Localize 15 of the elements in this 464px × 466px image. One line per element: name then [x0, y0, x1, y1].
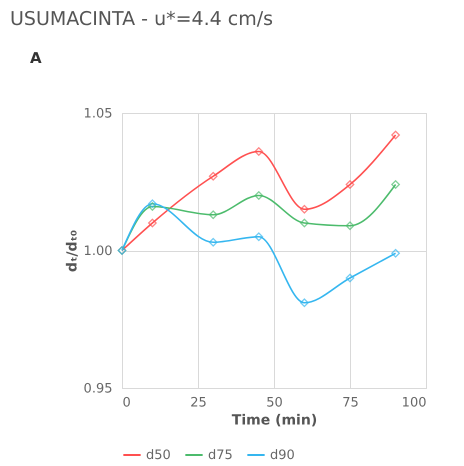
- x-tick-label: 100: [402, 396, 426, 410]
- legend-label: d90: [270, 448, 295, 463]
- legend-label: d75: [208, 448, 233, 463]
- chart-title: USUMACINTA - u*=4.4 cm/s: [10, 8, 274, 30]
- text: A: [30, 49, 42, 67]
- x-tick-label: 50: [266, 396, 283, 410]
- y-axis-title: dₜ/dₜ₀: [64, 230, 81, 272]
- y-tick-label: 1.05: [84, 106, 112, 122]
- y-tick-label: 0.95: [84, 382, 112, 396]
- x-tick-label: 75: [342, 396, 359, 410]
- y-tick-label: 1.00: [84, 244, 112, 259]
- legend-label: d50: [146, 448, 171, 463]
- x-axis-title: Time (min): [232, 412, 318, 428]
- x-tick-label: 25: [190, 396, 207, 410]
- x-tick-label: 0: [122, 396, 131, 410]
